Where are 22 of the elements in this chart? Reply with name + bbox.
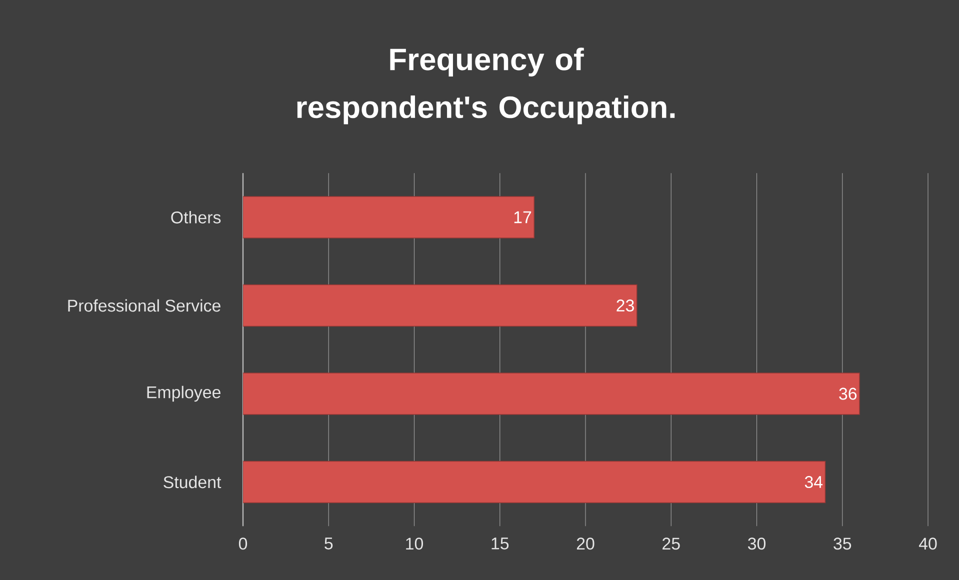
x-tick-label: 20 [576,538,594,550]
chart-title: Frequency of respondent's Occupation. [297,48,675,124]
y-tick-label: Others [171,211,221,224]
y-tick-label: Student [164,476,222,488]
x-tick-label: 30 [748,538,766,550]
bar [243,284,638,327]
x-tick-label: 5 [324,538,333,550]
x-tick-label: 10 [406,538,424,550]
x-tick-label: 15 [492,538,509,550]
x-tick-label: 35 [834,538,852,550]
x-tick-label: 25 [662,538,680,550]
data-label: 36 [839,388,857,400]
data-label: 17 [514,211,532,224]
x-tick-label: 40 [918,538,937,550]
data-label: 34 [804,476,823,488]
data-label: 23 [616,300,634,312]
y-tick-label: Professional Service [68,299,220,312]
bar [243,372,860,415]
bar [243,196,535,238]
bar [243,460,826,504]
x-tick-label: 0 [238,538,248,550]
y-tick-label: Employee [147,386,220,402]
